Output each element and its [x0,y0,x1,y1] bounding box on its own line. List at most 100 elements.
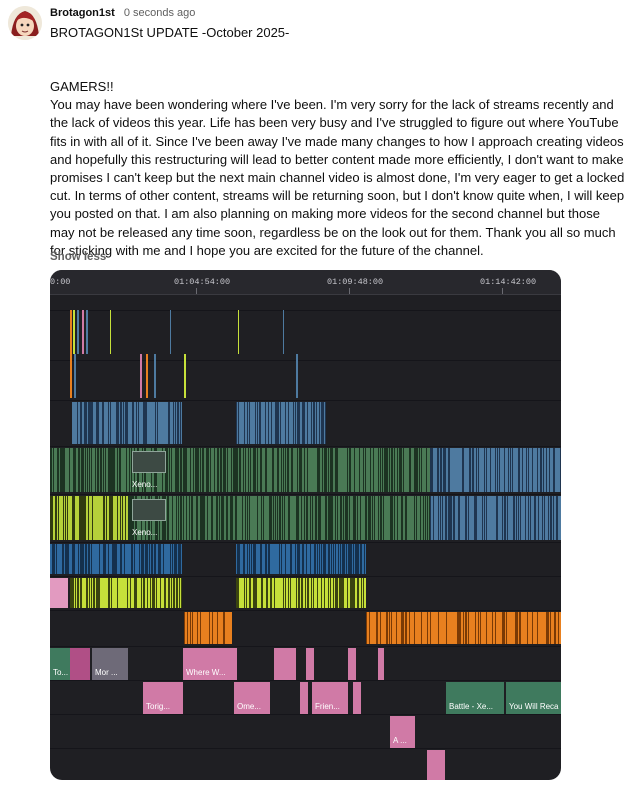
timeline-clip[interactable] [72,402,182,444]
timeline-clip[interactable] [170,310,171,354]
timeline-clip[interactable] [86,310,88,354]
timeline-clip[interactable] [50,578,68,608]
cut-line [271,496,272,540]
clip-thumbnail [132,451,166,473]
timeline-clip[interactable] [146,354,148,398]
author-name[interactable]: Brotagon1st [50,7,115,19]
cut-line [429,496,430,540]
clip-battle[interactable]: Battle - Xe... [446,682,504,714]
timeline-clip[interactable] [50,496,128,540]
cut-line [368,496,369,540]
timeline-clip[interactable] [366,612,561,644]
cut-line [528,448,529,492]
timeline-clip[interactable] [77,310,79,354]
clip-a[interactable]: A ... [390,716,415,748]
cut-line [81,544,82,574]
cut-line [320,496,321,540]
cut-line [414,448,415,492]
cut-line [132,544,133,574]
cut-line [202,448,203,492]
clip-label: Frien... [315,702,340,711]
timeline-clip[interactable] [296,354,298,398]
timeline-clip[interactable] [154,354,156,398]
timeline-clip[interactable] [70,310,72,354]
timeline-clip[interactable] [236,578,366,608]
timeline-clip[interactable] [353,682,361,714]
timeline-clip[interactable] [140,354,142,398]
clip-pink[interactable] [70,648,90,680]
clip-ome[interactable]: Ome... [234,682,270,714]
cut-line [289,496,290,540]
clip-recall[interactable]: You Will Reca [506,682,561,714]
timeline-clip[interactable] [300,682,308,714]
cut-line [298,496,299,540]
clip-to[interactable]: To... [50,648,70,680]
cut-line [211,496,212,540]
timeline-clip[interactable] [74,354,76,398]
timeline-clip[interactable] [50,448,430,492]
cut-line [335,496,336,540]
cut-line [343,544,344,574]
clip-pink-small[interactable] [427,750,445,780]
cut-line [61,448,62,492]
timeline-clip[interactable] [274,648,296,680]
cut-line [484,448,485,492]
cut-line [97,578,98,608]
cut-line [56,496,57,540]
cut-line [141,544,142,574]
cut-line [98,448,99,492]
cut-line [438,612,439,644]
timeline-clip[interactable] [73,310,75,354]
cut-line [410,448,411,492]
timeline-clip[interactable] [128,496,430,540]
cut-line [110,402,111,444]
cut-line [330,448,331,492]
cut-line [221,448,222,492]
timeline-clip[interactable] [378,648,384,680]
timeline-clip[interactable] [348,648,356,680]
clip-mor[interactable]: Mor ... [92,648,128,680]
cut-line [504,448,505,492]
clip-torig[interactable]: Torig... [143,682,183,714]
cut-line [331,496,332,540]
timeline-clip[interactable] [70,578,182,608]
timeline-clip[interactable] [236,544,366,574]
cut-line [322,448,323,492]
timeline-clip[interactable] [306,648,314,680]
cut-line [88,496,89,540]
timestamp[interactable]: 0 seconds ago [123,7,196,19]
cut-line [108,578,109,608]
timeline-clip[interactable] [283,310,284,354]
timeline-clip[interactable] [236,402,326,444]
cut-line [365,448,366,492]
cut-line [60,448,61,492]
timeline-clip[interactable] [70,354,72,398]
cut-line [102,402,103,444]
timeline-clip[interactable] [82,310,84,354]
cut-line [94,578,95,608]
cut-line [117,496,118,540]
timeline-clip[interactable] [430,496,561,540]
cut-line [212,496,213,540]
avatar[interactable] [8,6,42,40]
cut-line [534,496,535,540]
cut-line [251,544,252,574]
clip-frien[interactable]: Frien... [312,682,348,714]
timeline-clip[interactable] [184,612,232,644]
cut-line [75,448,76,492]
timeline-clip[interactable] [50,544,182,574]
timeline-clip[interactable] [430,448,561,492]
cut-line [85,496,86,540]
show-less-button[interactable]: Show less [50,251,107,263]
cut-line [336,578,337,608]
timeline-clip[interactable] [110,310,111,354]
cut-line [200,612,201,644]
timeline-clip[interactable] [184,354,186,398]
cut-line [184,612,185,644]
cut-line [99,544,100,574]
cut-line [261,496,262,540]
clip-where[interactable]: Where W... [183,648,237,680]
cut-line [338,544,339,574]
timeline-clip[interactable] [238,310,239,354]
cut-line [173,402,174,444]
